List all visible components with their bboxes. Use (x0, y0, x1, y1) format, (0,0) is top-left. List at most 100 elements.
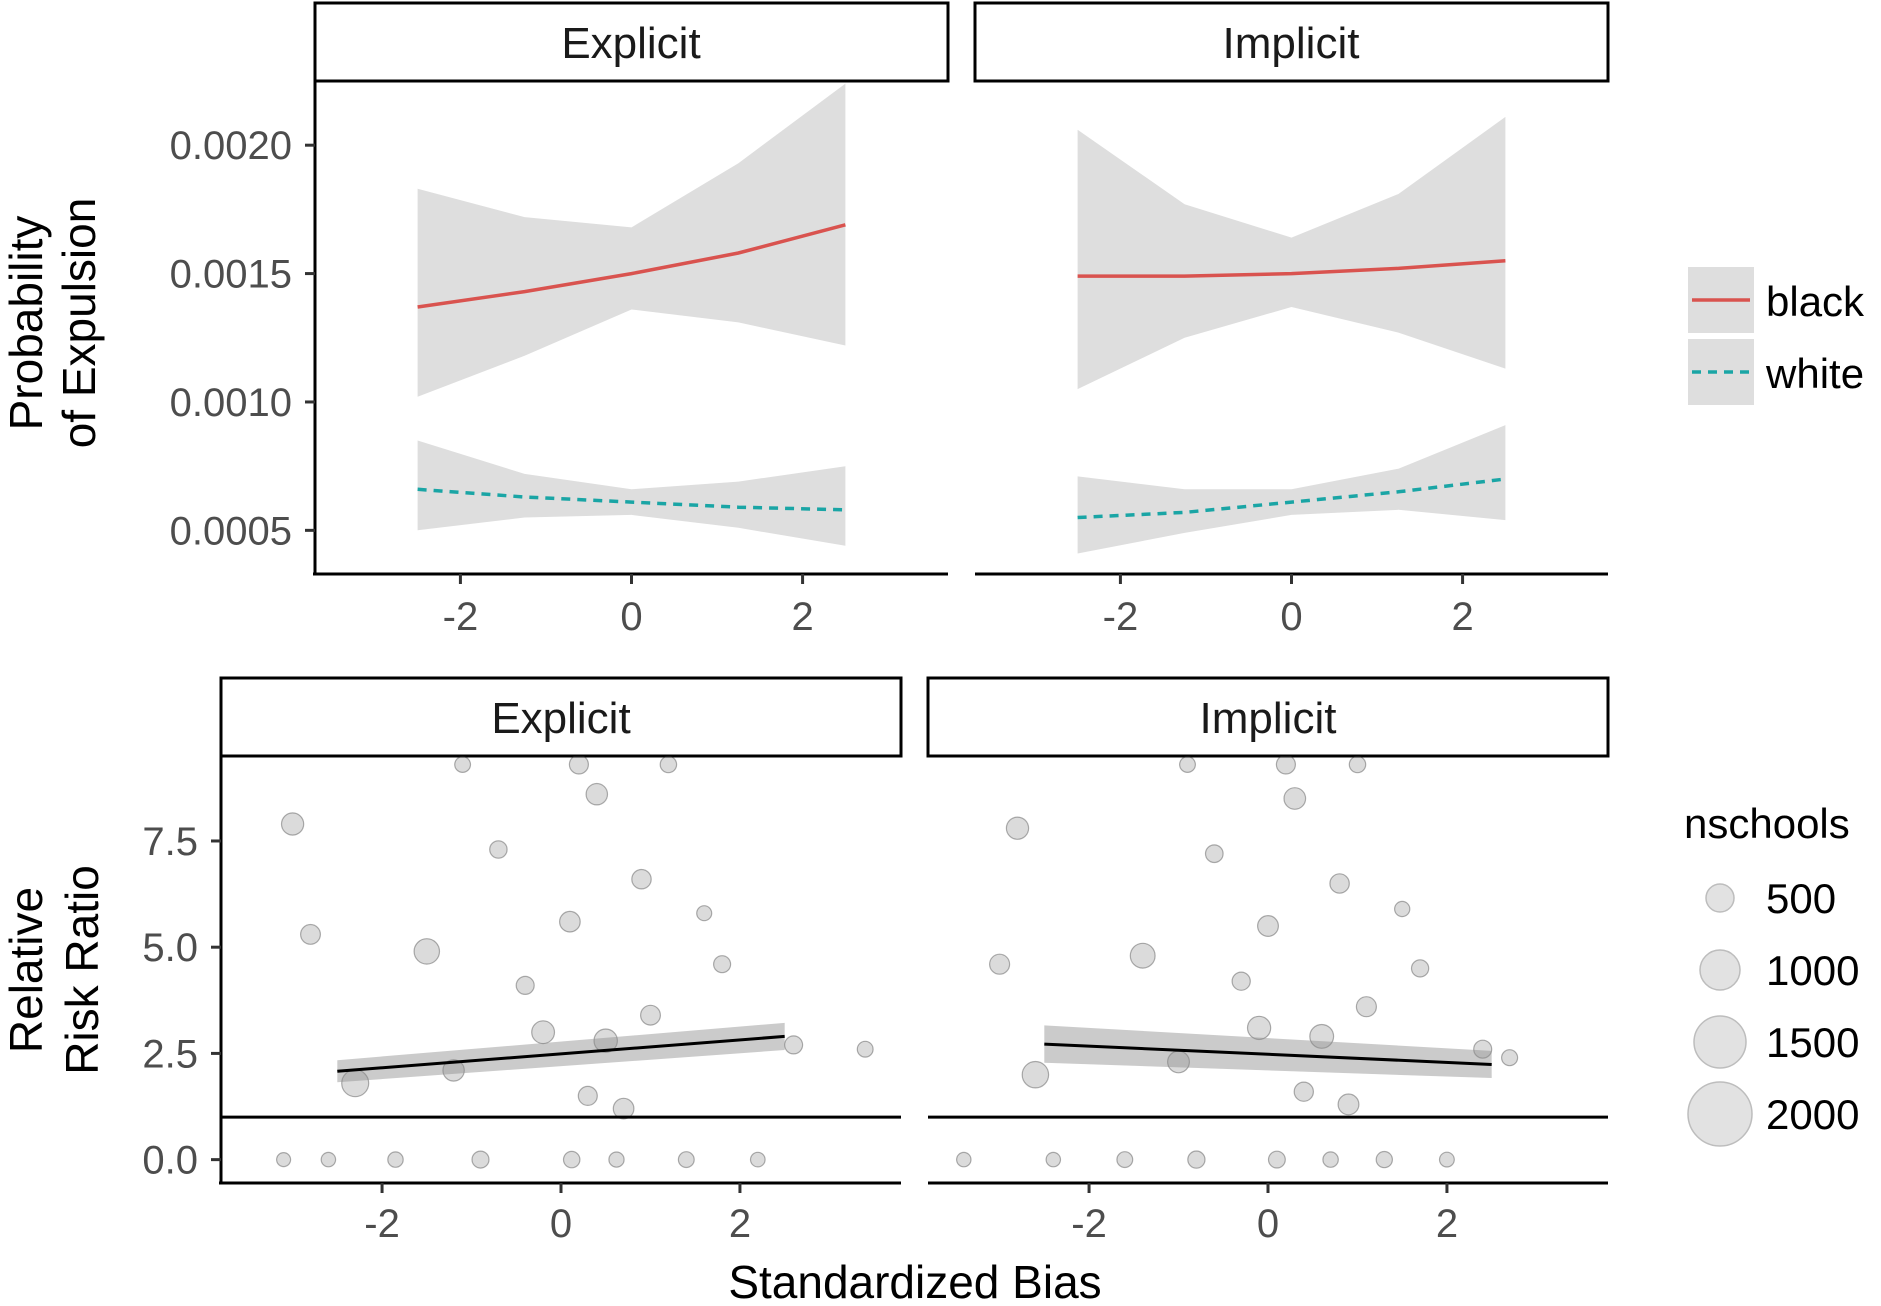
fit-line-explicit (337, 1034, 785, 1073)
scatter-point (1005, 816, 1030, 840)
scatter-point (1393, 900, 1411, 918)
bottom-y-tick-label: 0.0 (142, 1139, 198, 1183)
bottom-implicit-plot-area (928, 756, 1608, 1169)
scatter-point (1473, 1039, 1493, 1059)
bottom-implicit-x-ticks: -2 0 2 (1071, 1183, 1458, 1246)
scatter-point (1337, 1093, 1360, 1116)
top-strip-explicit (313, 1, 950, 83)
scatter-point (1438, 1151, 1455, 1168)
top-x-tick-label: -2 (1103, 595, 1139, 639)
scatter-point (413, 938, 441, 965)
scatter-point (300, 923, 322, 945)
bottom-y-title-line-1: Relative (0, 887, 52, 1053)
scatter-point (442, 1059, 465, 1082)
scatter-point (454, 756, 472, 773)
scatter-point (1256, 914, 1279, 937)
top-implicit-ribbons (1077, 116, 1506, 554)
top-explicit-x-ticks: -2 0 2 (443, 574, 814, 639)
scatter-point (471, 1150, 490, 1169)
top-implicit-lines (1077, 258, 1506, 520)
bottom-x-tick-label: 2 (1436, 1202, 1458, 1246)
scatter-point (608, 1151, 625, 1168)
scatter-point (1116, 1151, 1134, 1169)
top-explicit-ribbons (417, 83, 846, 546)
bottom-y-tick-label: 5.0 (142, 926, 198, 970)
scatter-point (1231, 971, 1251, 991)
size-legend-items: 500 1000 1500 2000 (1687, 875, 1859, 1147)
line-implicit-black (1077, 258, 1506, 278)
bottom-y-ticks: 0.0 2.5 5.0 7.5 (142, 820, 221, 1183)
bottom-explicit-x-ticks: -2 0 2 (364, 1183, 751, 1246)
size-legend-circle (1687, 1081, 1753, 1147)
scatter-point (1187, 1150, 1206, 1169)
scatter-point (1129, 942, 1156, 969)
scatter-point (320, 1151, 337, 1168)
size-legend-circle (1699, 949, 1741, 991)
scatter-point (585, 782, 609, 806)
scatter-point (612, 1097, 635, 1120)
scatter-point (783, 1035, 804, 1055)
top-y-title-line-2: of Expulsion (53, 198, 105, 449)
scatter-point (562, 1150, 581, 1169)
bottom-x-tick-label: -2 (1071, 1202, 1107, 1246)
top-implicit-x-ticks: -2 0 2 (1103, 574, 1474, 639)
bottom-y-tick-label: 2.5 (142, 1032, 198, 1076)
bottom-x-tick-label: -2 (364, 1202, 400, 1246)
scatter-point (1204, 844, 1224, 864)
bottom-facet-implicit: Implicit -2 0 2 (926, 676, 1610, 1246)
scatter-point (1375, 1150, 1394, 1169)
bottom-explicit-plot-area (221, 756, 901, 1169)
top-x-tick-label: 0 (1280, 595, 1302, 639)
scatter-point (276, 1151, 292, 1168)
ribbon-explicit-black (417, 83, 846, 397)
bottom-implicit-fit (1044, 1025, 1492, 1079)
scatter-point (387, 1151, 404, 1168)
scatter-point (696, 905, 713, 922)
top-y-ticks: 0.0005 0.0010 0.0015 0.0020 (170, 124, 315, 553)
scatter-point (489, 840, 508, 859)
scatter-point (515, 975, 535, 996)
top-x-tick-label: 2 (1451, 595, 1473, 639)
size-legend-label: 1000 (1766, 947, 1859, 994)
fit-line-implicit (1044, 1042, 1492, 1066)
scatter-point (1246, 1015, 1272, 1041)
bottom-strip-implicit (926, 676, 1610, 758)
bottom-y-tick-label: 7.5 (142, 820, 198, 864)
top-strip-implicit-label: Implicit (1223, 19, 1360, 68)
scatter-point (856, 1040, 874, 1058)
size-legend-circle (1705, 883, 1735, 913)
top-y-title: Probability of Expulsion (0, 198, 105, 449)
scatter-point (1275, 756, 1296, 775)
bottom-strip-explicit-label: Explicit (491, 694, 630, 743)
legend-label-white: white (1765, 350, 1864, 397)
scatter-point (1179, 756, 1196, 773)
size-legend-circle (1693, 1015, 1747, 1069)
bottom-x-tick-label: 2 (729, 1202, 751, 1246)
scatter-point (1293, 1081, 1315, 1102)
line-implicit-white (1077, 477, 1506, 520)
bottom-strip-explicit (219, 676, 903, 758)
top-strip-explicit-label: Explicit (561, 19, 700, 68)
top-y-tick-label: 0.0015 (170, 253, 292, 297)
top-chart: Probability of Expulsion Explicit -2 0 2 0… (0, 1, 1865, 639)
fit-band-implicit (1044, 1025, 1492, 1079)
scatter-point (639, 1004, 661, 1026)
scatter-point (1283, 787, 1307, 810)
scatter-point (1410, 959, 1430, 978)
top-legend: black white (1688, 267, 1865, 405)
ribbon-implicit-white (1077, 425, 1506, 554)
top-facet-explicit: Explicit -2 0 2 0.0005 0.0010 0.0015 0.0020 (170, 1, 950, 639)
legend-label-black: black (1766, 278, 1865, 325)
top-x-tick-label: -2 (443, 595, 479, 639)
scatter-point (1309, 1023, 1335, 1049)
scatter-point (1500, 1049, 1519, 1067)
size-legend: nschools 500 1000 1500 2000 (1684, 800, 1859, 1147)
scatter-point (712, 955, 732, 974)
bottom-implicit-points (955, 756, 1519, 1169)
scatter-point (659, 756, 678, 774)
size-legend-label: 500 (1766, 875, 1836, 922)
scatter-point (1045, 1151, 1062, 1168)
scatter-point (1267, 1150, 1286, 1169)
bottom-chart: Relative Risk Ratio Explicit -2 0 2 0.0 2.5… (0, 676, 1859, 1306)
bottom-y-title-line-2: Risk Ratio (56, 865, 108, 1075)
